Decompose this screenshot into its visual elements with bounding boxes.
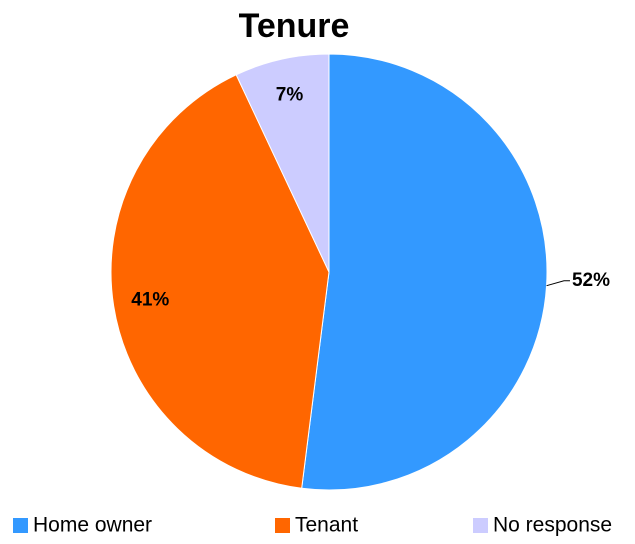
legend-label: Home owner [33, 514, 152, 537]
leader-line [546, 280, 570, 287]
legend-swatch [473, 518, 488, 533]
pie-slice [235, 53, 330, 273]
data-label: 41% [131, 289, 169, 310]
legend-label: No response [493, 514, 612, 537]
data-label: 52% [572, 270, 610, 291]
legend-swatch [13, 518, 28, 533]
legend-swatch [275, 518, 290, 533]
legend-label: Tenant [295, 514, 358, 537]
data-label: 7% [276, 84, 304, 105]
chart-title: Tenure [239, 7, 350, 45]
pie-slice [110, 74, 330, 489]
pie-slice [301, 53, 548, 491]
